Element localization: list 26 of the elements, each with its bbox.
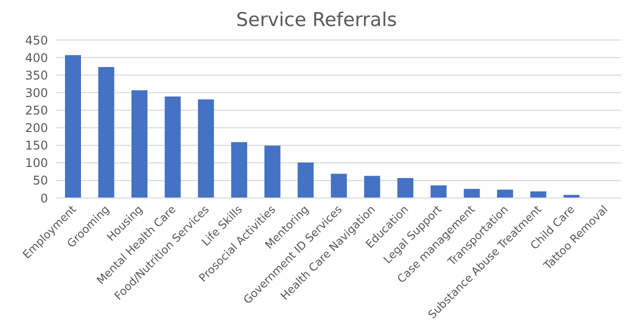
bar <box>497 190 514 198</box>
bar <box>164 96 181 198</box>
bar <box>298 162 314 198</box>
bar <box>464 188 480 198</box>
y-tick-label: 250 <box>25 103 48 118</box>
bar <box>430 185 447 198</box>
y-tick-label: 450 <box>25 33 48 48</box>
bar <box>65 55 81 198</box>
y-tick-label: 50 <box>32 174 48 188</box>
bar <box>364 176 380 198</box>
chart-title: Service Referrals <box>235 8 398 33</box>
y-tick-label: 100 <box>25 156 48 170</box>
y-tick-label: 350 <box>25 68 48 82</box>
bar <box>397 178 414 198</box>
y-tick-label: 300 <box>25 86 48 100</box>
bar <box>131 90 148 198</box>
bar <box>98 67 114 198</box>
y-tick-label: 400 <box>25 50 48 65</box>
y-tick-label: 200 <box>25 121 48 136</box>
bar <box>330 174 347 198</box>
bar <box>231 142 248 198</box>
y-tick-label: 150 <box>25 138 48 153</box>
bar <box>264 146 280 198</box>
y-tick-label: 0 <box>40 191 48 206</box>
bar <box>530 191 546 198</box>
bar <box>198 99 214 198</box>
